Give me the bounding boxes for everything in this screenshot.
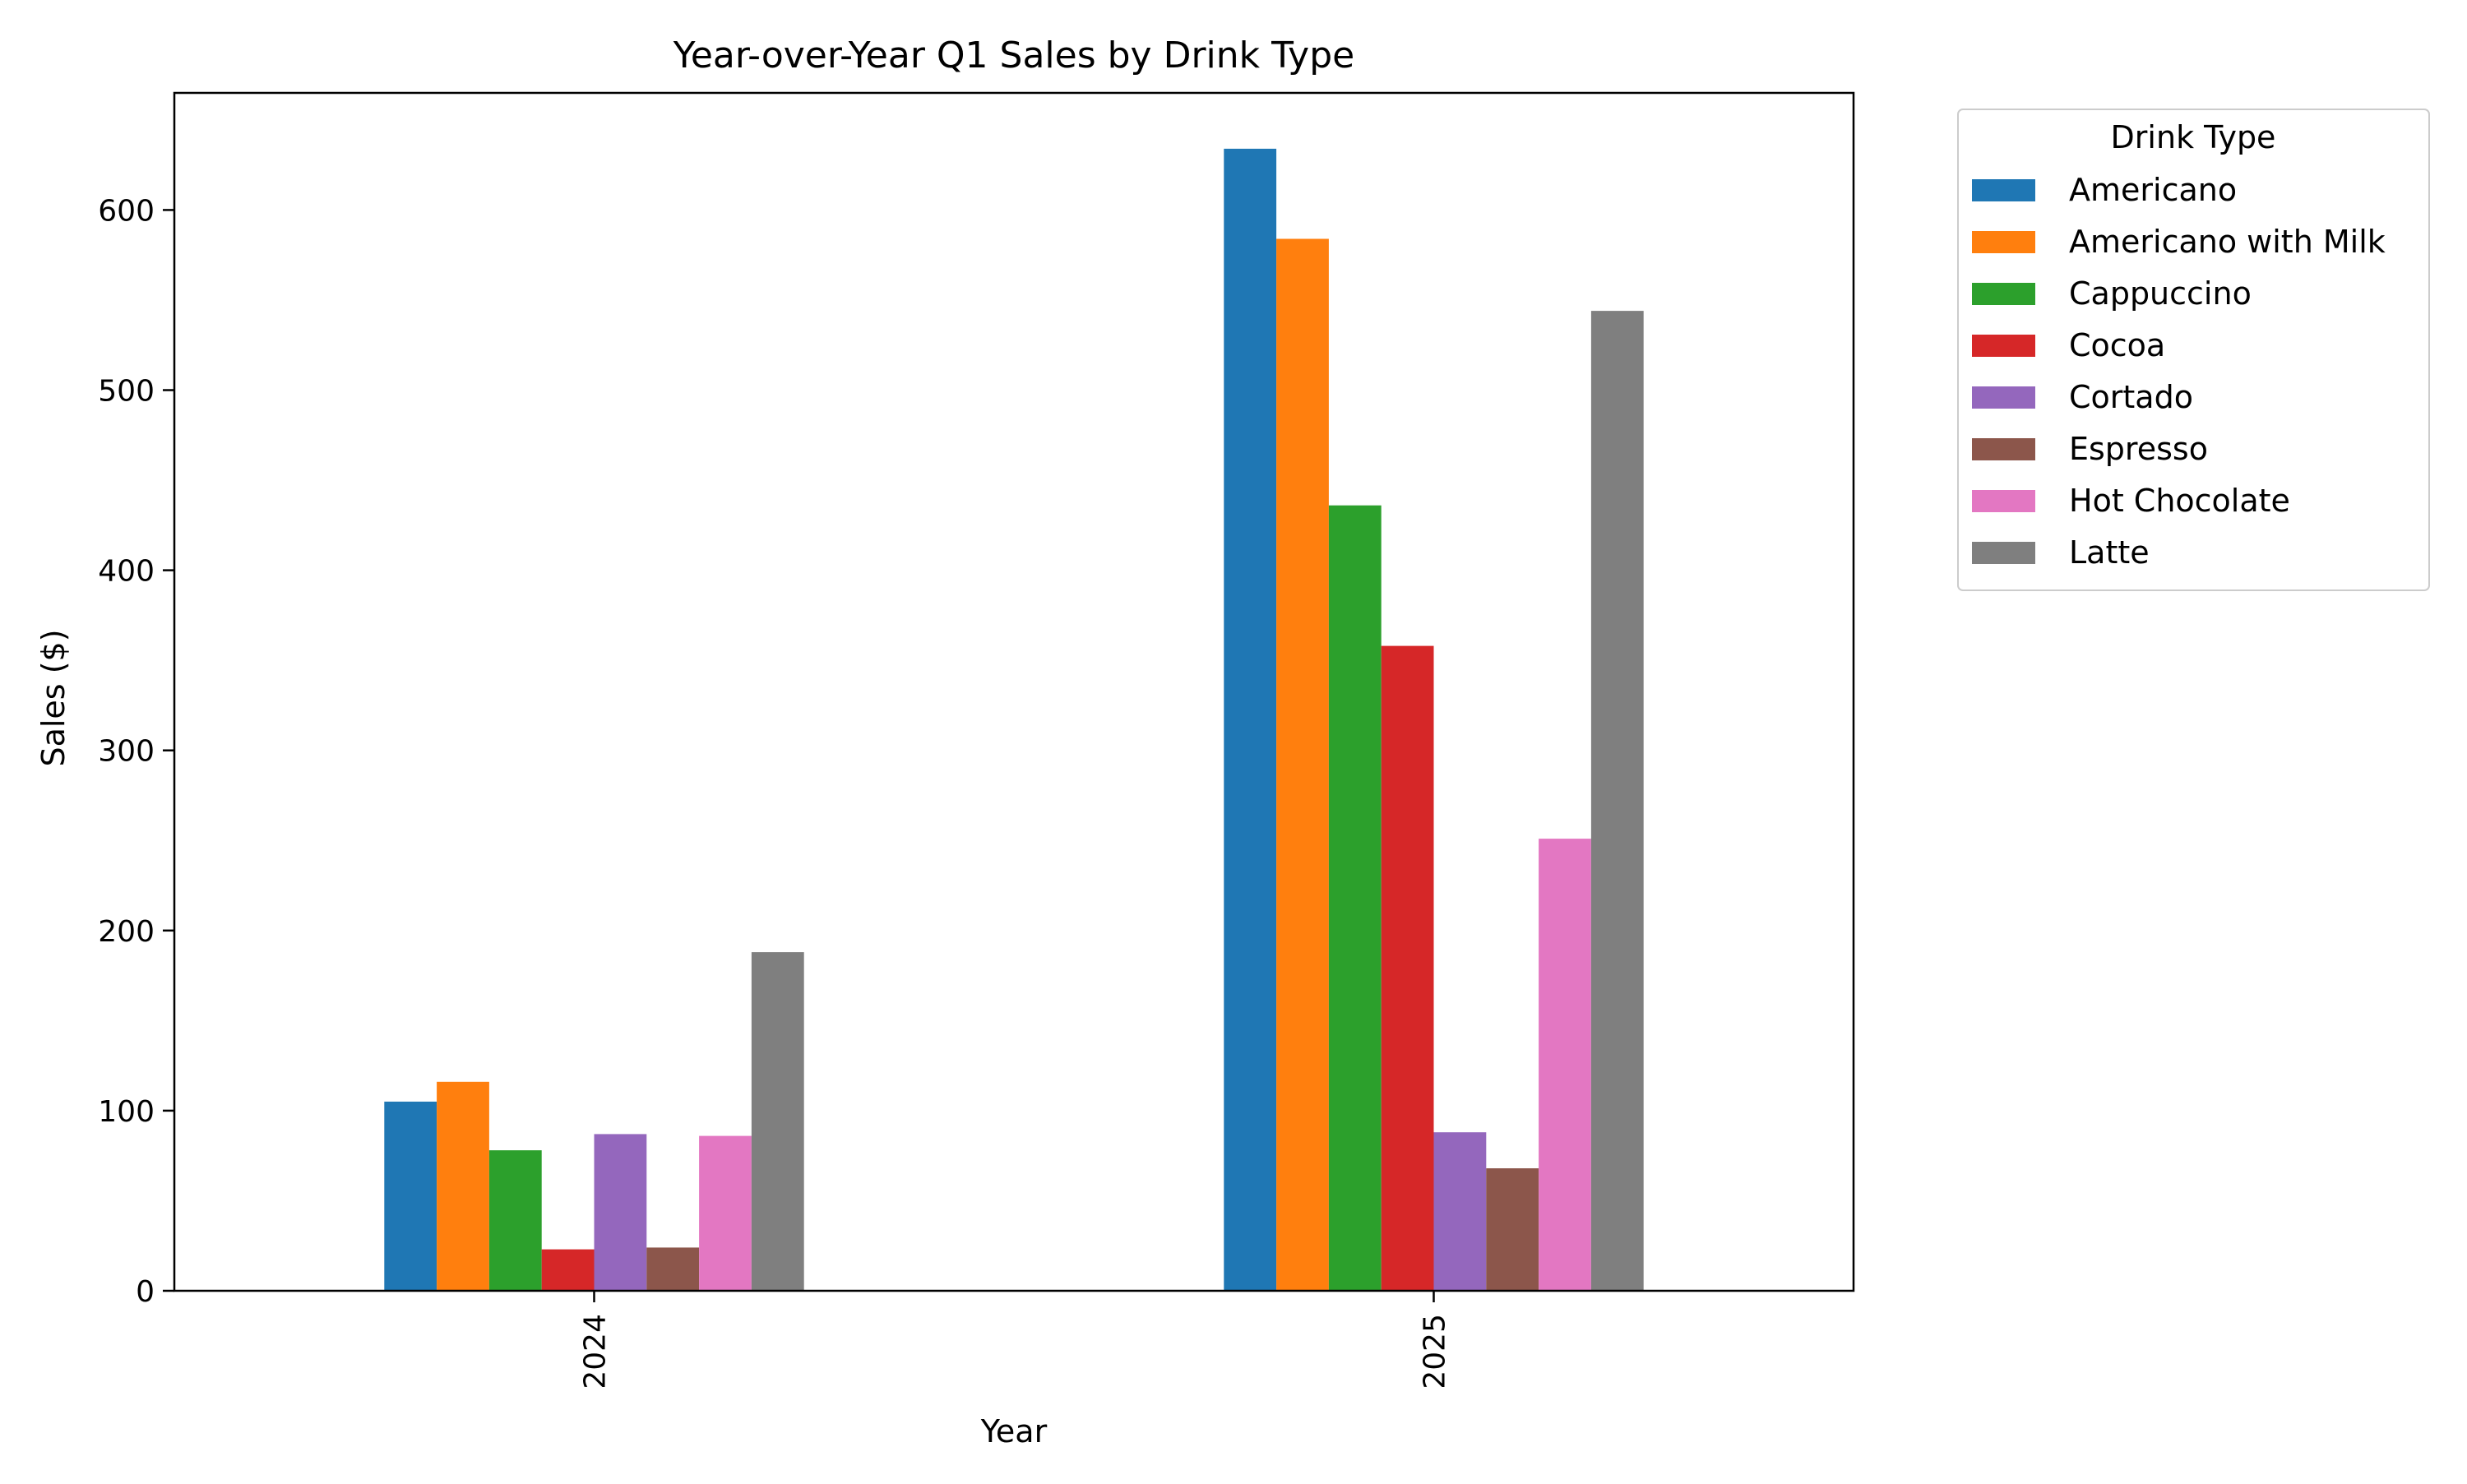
legend-label-cocoa: Cocoa [2069, 327, 2165, 363]
legend-label-americano-with-milk: Americano with Milk [2069, 224, 2386, 260]
bar-americano-with-milk-2025 [1276, 238, 1329, 1291]
x-axis-label: Year [980, 1413, 1048, 1449]
x-axis: 2024 2025 [579, 1291, 1452, 1389]
bar-cocoa-2025 [1381, 645, 1434, 1291]
legend-swatch-espresso [1972, 438, 2035, 460]
legend-swatch-americano [1972, 179, 2035, 201]
legend-box [1957, 109, 2430, 591]
bar-americano-with-milk-2024 [437, 1081, 489, 1291]
legend-label-espresso: Espresso [2069, 431, 2208, 467]
legend-items: Americano Americano with Milk Cappuccino Co… [1972, 172, 2386, 571]
y-tick-label: 600 [98, 194, 155, 228]
x-tick-label: 2025 [1419, 1314, 1452, 1389]
legend: Drink Type Americano Americano with Milk C… [1957, 109, 2430, 591]
bar-espresso-2024 [646, 1247, 700, 1291]
bar-espresso-2025 [1486, 1168, 1539, 1291]
bar-cortado-2025 [1433, 1132, 1487, 1291]
y-axis-label: Sales ($) [35, 629, 72, 766]
bar-latte-2025 [1590, 311, 1644, 1292]
bar-hot-chocolate-2024 [699, 1135, 752, 1291]
legend-label-americano: Americano [2069, 172, 2237, 208]
legend-label-cortado: Cortado [2069, 379, 2193, 415]
legend-label-hot-chocolate: Hot Chocolate [2069, 483, 2290, 519]
legend-swatch-cortado [1972, 386, 2035, 409]
y-tick-label: 300 [98, 735, 155, 769]
legend-title: Drink Type [2111, 119, 2276, 155]
y-tick-label: 100 [98, 1095, 155, 1129]
legend-swatch-cappuccino [1972, 283, 2035, 305]
bar-hot-chocolate-2025 [1539, 839, 1591, 1291]
y-tick-label: 400 [98, 555, 155, 589]
y-tick-label: 500 [98, 375, 155, 409]
y-tick-label: 0 [136, 1275, 155, 1309]
bar-cappuccino-2025 [1328, 505, 1382, 1291]
bars-layer [384, 148, 1644, 1292]
legend-swatch-cocoa [1972, 335, 2035, 357]
y-axis: 0 100 200 300 400 500 600 [98, 194, 174, 1309]
legend-label-cappuccino: Cappuccino [2069, 275, 2252, 312]
bar-latte-2024 [751, 952, 804, 1291]
bar-cocoa-2024 [541, 1249, 595, 1291]
bar-cortado-2024 [594, 1134, 647, 1291]
legend-swatch-americano-with-milk [1972, 231, 2035, 253]
plot-frame [173, 91, 1855, 1292]
bar-americano-2024 [384, 1101, 437, 1291]
bar-americano-2025 [1224, 148, 1277, 1291]
legend-label-latte: Latte [2069, 534, 2150, 571]
legend-swatch-hot-chocolate [1972, 490, 2035, 512]
chart-title: Year-over-Year Q1 Sales by Drink Type [673, 35, 1354, 76]
bar-cappuccino-2024 [488, 1150, 542, 1291]
legend-swatch-latte [1972, 542, 2035, 564]
x-tick-label: 2024 [579, 1314, 613, 1389]
y-tick-label: 200 [98, 915, 155, 949]
